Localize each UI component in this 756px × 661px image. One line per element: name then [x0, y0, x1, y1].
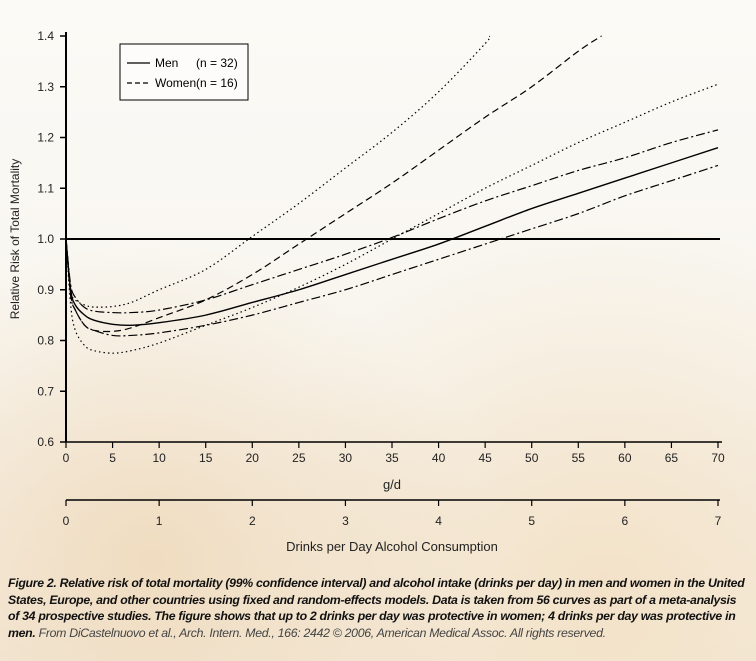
secondary-x-tick-label: 3 — [342, 514, 349, 528]
secondary-x-tick-label: 2 — [249, 514, 256, 528]
caption-text: Figure 2. Relative risk of total mortali… — [8, 576, 745, 640]
y-tick-label: 0.8 — [37, 334, 54, 348]
legend-women-n: (n = 16) — [196, 76, 238, 90]
x-tick-label: 45 — [478, 451, 492, 465]
legend-women-label: Women — [155, 76, 196, 90]
x-tick-label: 40 — [432, 451, 446, 465]
relative-risk-chart: 0.60.70.80.91.01.11.21.31.40 5 10 15 20 25 30 3… — [8, 29, 725, 554]
y-tick-label: 1.1 — [37, 181, 54, 195]
curve-men-solid — [65, 146, 719, 327]
figure-caption: Figure 2. Relative risk of total mortali… — [8, 575, 748, 641]
secondary-x-tick-label: 1 — [156, 514, 163, 528]
caption-source: From DiCastelnuovo et al., Arch. Intern.… — [38, 625, 606, 640]
y-tick-label: 1.2 — [37, 131, 54, 145]
y-tick-label: 1.4 — [37, 29, 54, 43]
secondary-x-tick-label: 0 — [63, 514, 70, 528]
curve-ci-dashdot — [65, 164, 719, 337]
x-tick-label: 5 — [109, 451, 116, 465]
secondary-x-axis-label: Drinks per Day Alcohol Consumption — [286, 539, 498, 554]
curve-ci-dotted — [65, 35, 491, 308]
x-tick-label: 70 — [711, 451, 725, 465]
y-tick-label: 0.9 — [37, 283, 54, 297]
x-tick-label: 50 — [525, 451, 539, 465]
legend-men-n: (n = 32) — [196, 56, 238, 70]
x-tick-label: 25 — [292, 451, 306, 465]
y-tick-label: 0.7 — [37, 384, 54, 398]
x-tick-label: 30 — [339, 451, 353, 465]
y-tick-label: 1.0 — [37, 232, 54, 246]
x-tick-label: 10 — [152, 451, 166, 465]
x-tick-label: 55 — [572, 451, 586, 465]
legend-men-label: Men — [155, 56, 178, 70]
secondary-x-tick-label: 6 — [622, 514, 629, 528]
x-axis-label: g/d — [383, 477, 401, 492]
x-tick-label: 0 — [63, 451, 70, 465]
legend: Men (n = 32) Women (n = 16) — [119, 43, 249, 101]
x-tick-label: 15 — [199, 451, 213, 465]
x-tick-label: 60 — [618, 451, 632, 465]
x-tick-label: 20 — [246, 451, 260, 465]
y-tick-label: 1.3 — [37, 80, 54, 94]
secondary-x-tick-label: 5 — [528, 514, 535, 528]
x-tick-label: 35 — [385, 451, 399, 465]
y-tick-label: 0.6 — [37, 435, 54, 449]
curve-ci-dotted — [65, 83, 719, 354]
secondary-x-tick-label: 4 — [435, 514, 442, 528]
curve-ci-dashdot — [65, 129, 719, 314]
secondary-x-tick-label: 7 — [715, 514, 722, 528]
x-tick-label: 65 — [665, 451, 679, 465]
curve-women-dashed — [65, 35, 602, 333]
y-axis-label: Relative Risk of Total Mortality — [8, 159, 22, 320]
